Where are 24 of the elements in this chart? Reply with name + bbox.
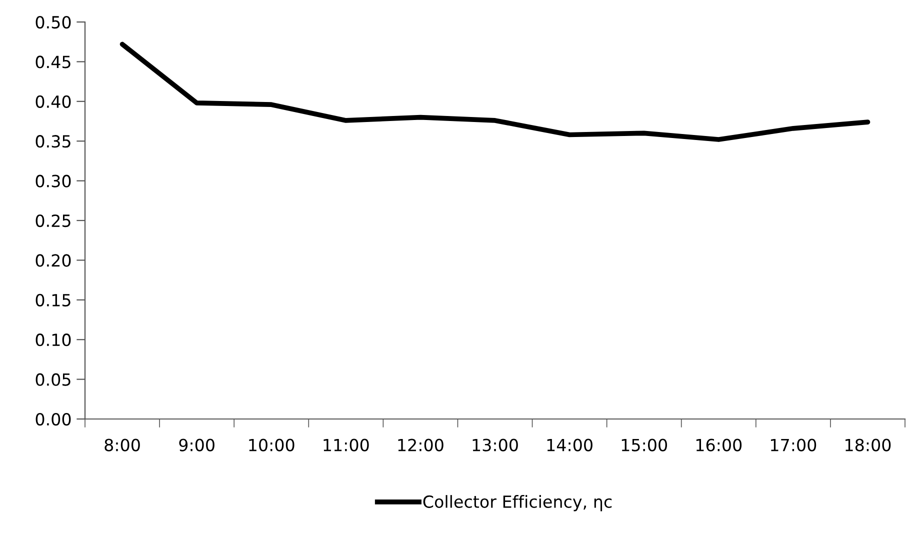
x-tick-label: 15:00	[622, 438, 667, 452]
x-tick-label: 16:00	[696, 438, 742, 452]
x-tick-label: 14:00	[547, 438, 592, 452]
line-series	[120, 42, 870, 142]
y-tick-label: 0.50	[36, 16, 71, 29]
x-tick-label: 8:00	[104, 438, 140, 452]
y-tick-label: 0.40	[36, 95, 71, 108]
legend-label: Collector Efficiency, ηc	[423, 495, 612, 512]
x-tick-label: 17:00	[770, 438, 816, 452]
x-tick-label: 9:00	[179, 438, 214, 452]
y-tick-label: 0.10	[36, 334, 71, 346]
x-tick-label: 11:00	[324, 438, 369, 452]
y-tick-label: 0.15	[36, 294, 70, 306]
x-tick-label: 10:00	[249, 438, 294, 452]
y-tick-label: 0.45	[36, 56, 70, 68]
x-tick-label: 12:00	[398, 438, 444, 452]
y-tick-label: 0.00	[36, 412, 71, 426]
x-tick-label: 13:00	[472, 438, 518, 452]
y-tick-label: 0.05	[36, 373, 70, 386]
y-tick-label: 0.30	[36, 174, 71, 188]
x-tick-label: 18:00	[846, 438, 891, 452]
y-tick-label: 0.35	[36, 135, 70, 148]
y-tick-label: 0.25	[36, 214, 70, 228]
y-tick-label: 0.20	[36, 254, 71, 267]
